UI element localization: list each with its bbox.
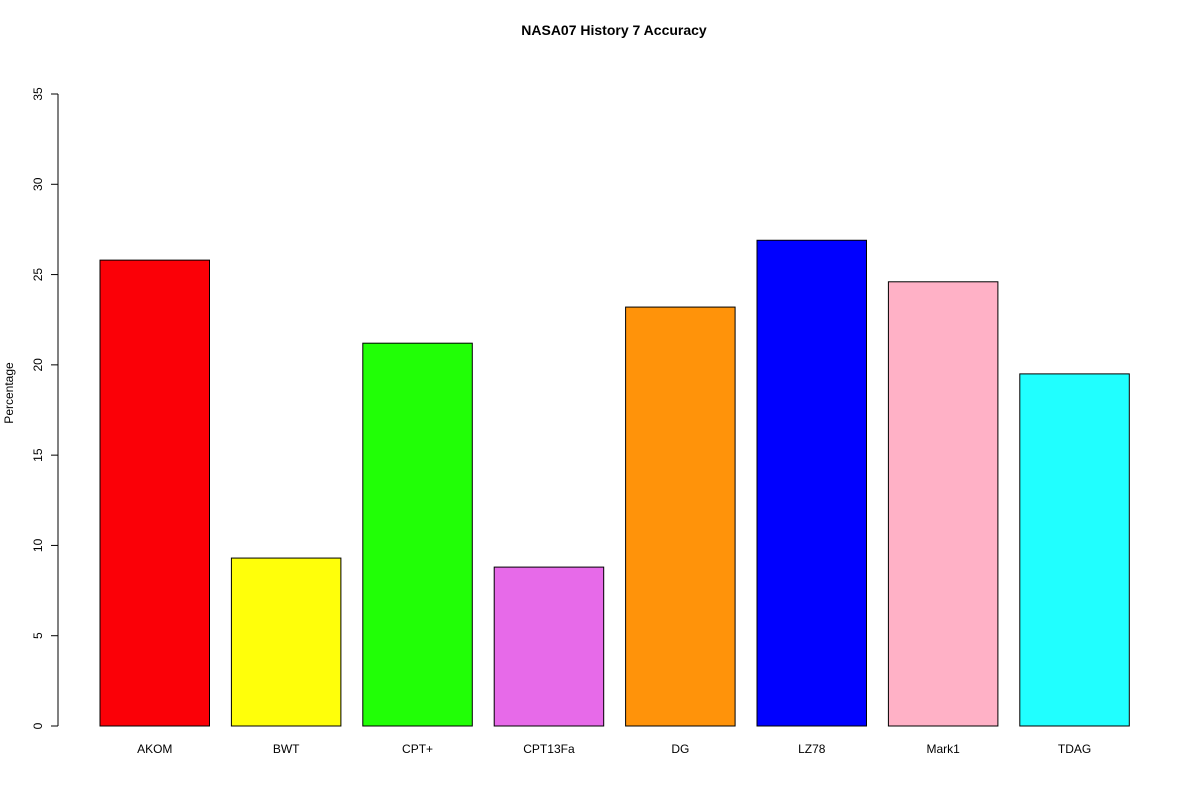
bar-cpt-: [362, 342, 473, 727]
chart-title: NASA07 History 7 Accuracy: [521, 22, 707, 38]
y-tick-label: 10: [31, 538, 45, 552]
y-tick-label: 5: [31, 632, 45, 639]
y-tick-label: 30: [31, 177, 45, 191]
x-tick-label: BWT: [273, 742, 300, 756]
bar-akom: [99, 259, 210, 727]
y-tick-label: 20: [31, 358, 45, 372]
y-tick-label: 15: [31, 448, 45, 462]
x-axis-labels: AKOM BWT CPT+ CPT13Fa DG LZ78 Mark1 TDAG: [137, 742, 1091, 756]
x-tick-label: LZ78: [798, 742, 826, 756]
x-tick-label: DG: [671, 742, 689, 756]
y-axis-label: Percentage: [2, 362, 16, 424]
bar-dg: [625, 306, 736, 727]
bar-lz78: [756, 239, 867, 727]
bar-cpt13fa: [493, 566, 605, 727]
bar-tdag: [1019, 373, 1130, 727]
x-tick-label: Mark1: [926, 742, 960, 756]
bars: [99, 239, 1130, 727]
bar-mark1: [887, 281, 999, 727]
y-tick-label: 0: [31, 722, 45, 729]
bar-bwt: [230, 557, 342, 727]
x-tick-label: TDAG: [1058, 742, 1091, 756]
x-tick-label: CPT+: [402, 742, 433, 756]
y-tick-label: 25: [31, 268, 45, 282]
y-tick-label: 35: [31, 87, 45, 101]
y-axis: 0 5 10 15 20 25 30 35: [31, 87, 59, 729]
x-tick-label: AKOM: [137, 742, 172, 756]
x-tick-label: CPT13Fa: [523, 742, 575, 756]
